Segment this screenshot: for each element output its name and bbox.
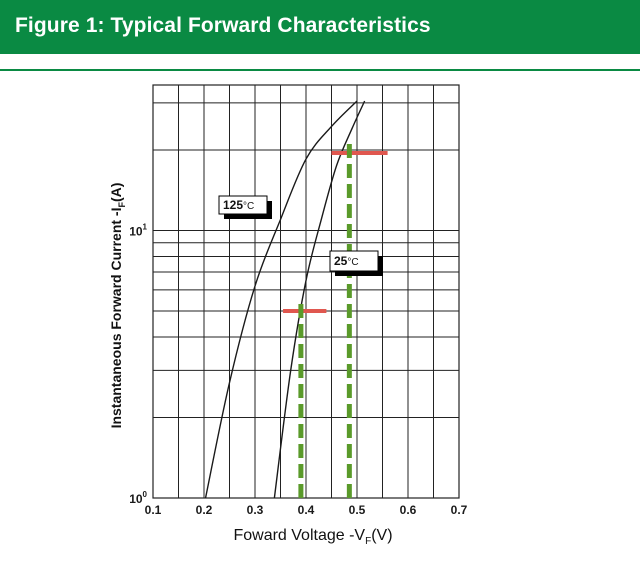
x-axis-label-main: Foward Voltage -V: [233, 527, 365, 544]
figure-banner: Figure 1: Typical Forward Characteristic…: [0, 0, 640, 54]
x-tick-label: 0.1: [145, 503, 162, 517]
tag-label: 125°C: [223, 198, 254, 212]
x-tick-label: 0.7: [451, 503, 468, 517]
tag-box: [329, 250, 379, 272]
x-tick-label: 0.3: [247, 503, 264, 517]
x-axis-label-unit: (V): [371, 527, 392, 544]
y-tick-base: 10: [129, 225, 143, 239]
tag-layer: 125°C25°C: [218, 195, 383, 276]
curve-125c: [204, 100, 358, 499]
y-tick-exp: 0: [143, 490, 148, 499]
tag-label: 25°C: [334, 254, 359, 268]
y-tick-label: 100: [129, 490, 147, 506]
curve-layer: [204, 100, 366, 499]
temp-tag-125c: 125°C: [218, 195, 272, 219]
x-tick-label: 0.5: [349, 503, 366, 517]
marker-layer: [283, 141, 388, 498]
x-axis-label-sub: F: [365, 536, 371, 547]
y-tick-base: 10: [129, 492, 143, 506]
y-axis-label: Instantaneous Forward Current -IF(A): [108, 183, 127, 429]
tag-unit: °C: [243, 201, 254, 212]
x-tick-label: 0.6: [400, 503, 417, 517]
banner-divider: [0, 69, 640, 71]
tag-box: [218, 195, 268, 215]
tag-value: 125: [223, 198, 243, 212]
y-tick-exp: 1: [143, 223, 148, 232]
x-axis-label: Foward Voltage -VF(V): [233, 527, 392, 547]
y-axis-label-main: Instantaneous Forward Current -I: [108, 208, 124, 429]
y-tick-label: 101: [129, 223, 147, 239]
x-tick-label: 0.2: [196, 503, 213, 517]
y-axis-label-unit: (A): [108, 183, 124, 202]
label-layer: Foward Voltage -VF(V)Instantaneous Forwa…: [108, 183, 393, 547]
tag-unit: °C: [347, 257, 358, 268]
figure-title: Figure 1: Typical Forward Characteristic…: [15, 14, 431, 37]
y-axis-label-sub: F: [117, 202, 127, 208]
tag-value: 25: [334, 254, 348, 268]
x-tick-label: 0.4: [298, 503, 315, 517]
temp-tag-25c: 25°C: [329, 250, 383, 276]
curve-25c: [273, 100, 366, 499]
grid-layer: [152, 84, 460, 499]
